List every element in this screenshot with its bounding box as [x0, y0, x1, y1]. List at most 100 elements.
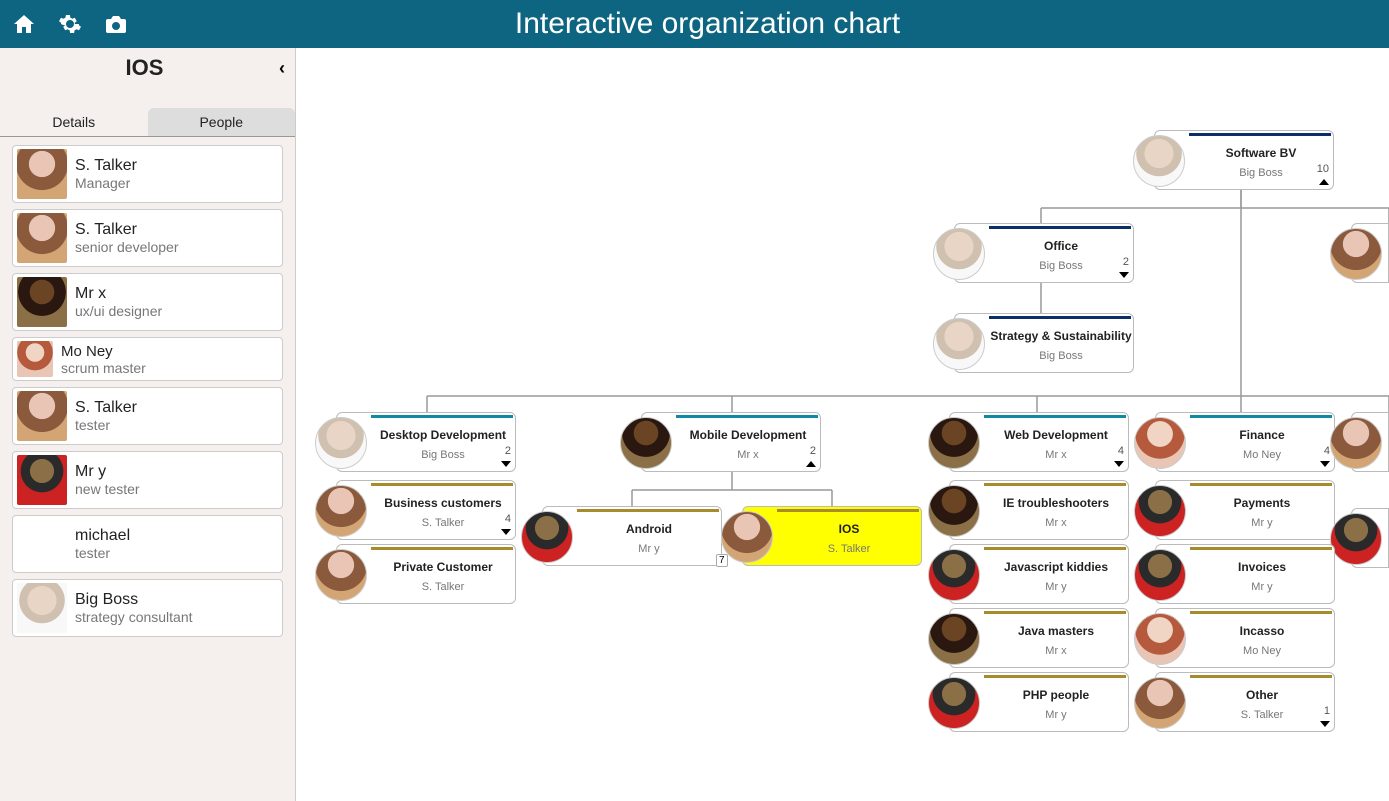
expand-arrow-icon[interactable]	[501, 461, 511, 467]
node-manager: Big Boss	[1239, 167, 1282, 179]
person-name: S. Talker	[75, 157, 137, 175]
org-node-mobile[interactable]: Mobile DevelopmentMr x2	[641, 412, 821, 472]
avatar	[17, 583, 67, 633]
org-node-java[interactable]: Java mastersMr x	[949, 608, 1129, 668]
node-title: Android	[626, 523, 672, 536]
org-node-web[interactable]: Web DevelopmentMr x4	[949, 412, 1129, 472]
person-role: scrum master	[61, 360, 146, 376]
accent-bar	[984, 547, 1126, 550]
person-card[interactable]: Mr ynew tester	[12, 451, 283, 509]
org-node-jsk[interactable]: Javascript kiddiesMr y	[949, 544, 1129, 604]
person-card[interactable]: Mo Neyscrum master	[12, 337, 283, 381]
node-manager: S. Talker	[422, 517, 465, 529]
node-title: Software BV	[1226, 147, 1297, 160]
expand-arrow-icon[interactable]	[1119, 272, 1129, 278]
avatar	[1330, 513, 1382, 565]
node-title: Office	[1044, 240, 1078, 253]
accent-bar	[371, 415, 513, 418]
person-role: Manager	[75, 175, 137, 191]
node-manager: Big Boss	[1039, 350, 1082, 362]
node-title: Payments	[1234, 497, 1291, 510]
collapse-sidebar-icon[interactable]: ‹	[279, 58, 285, 79]
org-node-cut3[interactable]	[1351, 508, 1389, 568]
node-title: IOS	[839, 523, 860, 536]
avatar	[315, 549, 367, 601]
org-node-ie[interactable]: IE troubleshootersMr x	[949, 480, 1129, 540]
node-title: Web Development	[1004, 429, 1108, 442]
node-manager: Mr y	[1251, 517, 1272, 529]
node-manager: Mr y	[1045, 709, 1066, 721]
org-node-privcust[interactable]: Private CustomerS. Talker	[336, 544, 516, 604]
org-node-php[interactable]: PHP people Mr y	[949, 672, 1129, 732]
person-role: strategy consultant	[75, 609, 193, 625]
org-node-cut1[interactable]	[1351, 223, 1389, 283]
child-count: 2	[810, 445, 816, 457]
person-card[interactable]: S. TalkerManager	[12, 145, 283, 203]
avatar	[1330, 417, 1382, 469]
org-node-payments[interactable]: Payments Mr y	[1155, 480, 1335, 540]
org-node-desktop[interactable]: Desktop DevelopmentBig Boss2	[336, 412, 516, 472]
org-node-android[interactable]: AndroidMr y	[542, 506, 722, 566]
sidebar-header: IOS ‹	[0, 48, 295, 88]
avatar	[315, 417, 367, 469]
node-title: Finance	[1239, 429, 1284, 442]
sidebar-tabs: Details People	[0, 108, 295, 137]
node-manager: Big Boss	[421, 449, 464, 461]
avatar	[17, 455, 67, 505]
node-manager: S. Talker	[1241, 709, 1284, 721]
accent-bar	[577, 509, 719, 512]
node-manager: Mr y	[1251, 581, 1272, 593]
person-card[interactable]: michaeltester	[12, 515, 283, 573]
person-role: tester	[75, 417, 137, 433]
org-node-finance[interactable]: FinanceMo Ney4	[1155, 412, 1335, 472]
org-node-other[interactable]: OtherS. Talker1	[1155, 672, 1335, 732]
avatar	[933, 228, 985, 280]
accent-bar	[989, 226, 1131, 229]
home-icon[interactable]	[12, 12, 36, 36]
org-node-invoices[interactable]: InvoicesMr y	[1155, 544, 1335, 604]
org-node-root[interactable]: Software BVBig Boss10	[1154, 130, 1334, 190]
accent-bar	[1190, 415, 1332, 418]
person-card[interactable]: Big Bossstrategy consultant	[12, 579, 283, 637]
node-manager: Mr y	[1045, 581, 1066, 593]
person-role: tester	[75, 545, 130, 561]
accent-bar	[984, 415, 1126, 418]
avatar	[1133, 135, 1185, 187]
accent-bar	[371, 547, 513, 550]
org-node-office[interactable]: OfficeBig Boss2	[954, 223, 1134, 283]
node-manager: Mo Ney	[1243, 449, 1281, 461]
expand-arrow-icon[interactable]	[1114, 461, 1124, 467]
person-role: new tester	[75, 481, 140, 497]
expand-arrow-icon[interactable]	[1320, 461, 1330, 467]
person-card[interactable]: S. Talkersenior developer	[12, 209, 283, 267]
org-node-bizcust[interactable]: Business customersS. Talker4	[336, 480, 516, 540]
node-manager: Mr x	[737, 449, 758, 461]
tab-details[interactable]: Details	[0, 108, 148, 136]
person-name: Big Boss	[75, 591, 193, 609]
node-title: PHP people	[1023, 689, 1089, 702]
expand-arrow-icon[interactable]	[1320, 721, 1330, 727]
avatar	[1134, 417, 1186, 469]
avatar	[928, 613, 980, 665]
collapse-arrow-icon[interactable]	[806, 461, 816, 467]
people-list: S. TalkerManager S. Talkersenior develope…	[0, 137, 295, 645]
node-title: Strategy & Sustainability	[990, 330, 1131, 343]
app-title: Interactive organization chart	[38, 7, 1377, 41]
node-manager: Big Boss	[1039, 260, 1082, 272]
org-node-incasso[interactable]: IncassoMo Ney	[1155, 608, 1335, 668]
tab-people[interactable]: People	[148, 108, 296, 136]
person-role: ux/ui designer	[75, 303, 162, 319]
node-manager: Mr x	[1045, 645, 1066, 657]
person-card[interactable]: S. Talkertester	[12, 387, 283, 445]
org-node-strategy[interactable]: Strategy & Sustainability Big Boss	[954, 313, 1134, 373]
node-manager: S. Talker	[828, 543, 871, 555]
expand-arrow-icon[interactable]	[501, 529, 511, 535]
accent-bar	[1190, 675, 1332, 678]
child-count: 2	[505, 445, 511, 457]
accent-bar	[989, 316, 1131, 319]
person-card[interactable]: Mr xux/ui designer	[12, 273, 283, 331]
org-node-cut2[interactable]	[1351, 412, 1389, 472]
org-chart-canvas[interactable]: Software BVBig Boss10OfficeBig Boss2Stra…	[296, 48, 1389, 801]
org-node-ios[interactable]: 7IOSS. Talker	[742, 506, 922, 566]
collapse-arrow-icon[interactable]	[1319, 179, 1329, 185]
